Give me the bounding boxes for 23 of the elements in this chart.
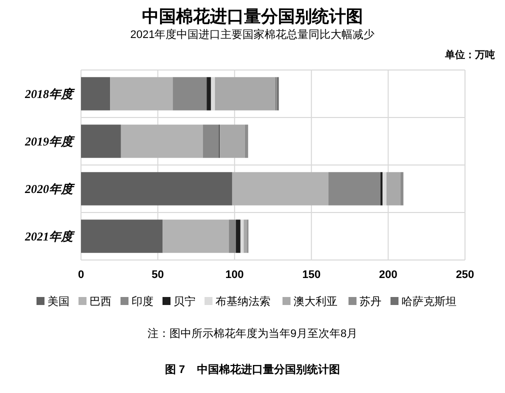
text: 单位：万吨 — [444, 49, 495, 61]
y-tick-label: 2018年度 — [24, 86, 75, 101]
legend-label: 澳大利亚 — [294, 295, 338, 308]
legend-label: 印度 — [132, 295, 154, 308]
legend-label: 贝宁 — [174, 295, 196, 308]
y-tick-label: 2021年度 — [24, 229, 75, 244]
legend-label: 巴西 — [90, 296, 112, 308]
caption: 图 7 中国棉花进口量分国别统计图 — [164, 363, 340, 376]
x-tick-label: 200 — [379, 269, 398, 281]
legend-label: 美国 — [48, 295, 70, 308]
y-tick-label: 2020年度 — [24, 182, 75, 196]
x-tick-label: 100 — [225, 269, 244, 281]
x-tick-label: 250 — [456, 269, 474, 281]
chart-subtitle: 2021年度中国进口主要国家棉花总量同比大幅减少 — [130, 28, 375, 41]
legend-label: 苏丹 — [360, 295, 382, 308]
chart-title: 中国棉花进口量分国别统计图 — [142, 7, 363, 27]
text: 注：图中所示棉花年度为当年9月至次年8月 — [147, 327, 358, 340]
legend-label: 布基纳法索 — [216, 295, 270, 308]
x-tick-label: 0 — [78, 269, 84, 281]
x-tick-label: 150 — [302, 269, 321, 281]
x-tick-label: 50 — [152, 269, 164, 281]
legend-label: 哈萨克斯坦 — [402, 295, 456, 308]
y-tick-label: 2019年度 — [24, 134, 75, 148]
